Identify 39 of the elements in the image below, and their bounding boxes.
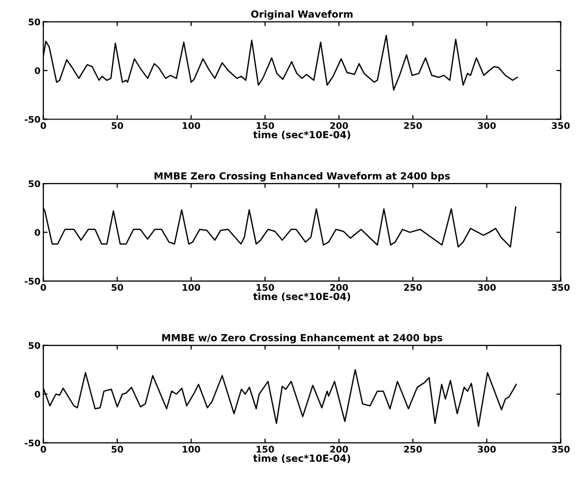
y-tick-label: -50 [24, 440, 40, 446]
x-tick-label: 300 [478, 284, 496, 291]
y-tick-label: -50 [24, 116, 40, 123]
x-tick-label: 200 [330, 446, 348, 453]
x-tick-label: 50 [112, 446, 124, 453]
x-tick-label: 250 [404, 446, 422, 453]
x-tick-label: 50 [112, 122, 124, 130]
y-tick-label: 50 [28, 342, 40, 349]
y-tick-label: -50 [24, 278, 40, 285]
x-axis-title: time (sec*10E-04) [253, 454, 350, 464]
y-tick-label: 0 [34, 390, 40, 398]
x-tick-label: 350 [552, 122, 570, 130]
x-tick-label: 250 [404, 284, 422, 291]
x-tick-label: 150 [256, 284, 274, 291]
chart-title: MMBE w/o Zero Crossing Enhancement at 2400 bps [162, 334, 442, 344]
x-tick-label: 100 [182, 284, 200, 291]
x-tick-label: 0 [40, 122, 46, 130]
x-tick-label: 350 [552, 446, 570, 453]
y-tick-label: 0 [34, 67, 40, 74]
x-tick-label: 50 [112, 284, 124, 291]
x-tick-label: 200 [330, 284, 348, 291]
x-axis-title: time (sec*10E-04) [253, 130, 350, 140]
y-tick-label: 50 [28, 180, 40, 188]
chart-title: Original Waveform [251, 10, 353, 20]
x-tick-label: 100 [182, 122, 200, 130]
x-tick-label: 0 [40, 446, 46, 453]
x-tick-label: 250 [404, 122, 422, 130]
y-tick-label: 0 [34, 229, 40, 236]
x-tick-label: 200 [330, 122, 348, 130]
x-tick-label: 350 [552, 284, 570, 291]
x-tick-label: 0 [40, 284, 46, 291]
x-tick-label: 150 [256, 446, 274, 453]
x-tick-label: 150 [256, 122, 274, 130]
chart-title: MMBE Zero Crossing Enhanced Waveform at 2400 bps [154, 172, 450, 182]
y-tick-label: 50 [28, 18, 40, 26]
x-tick-label: 300 [478, 446, 496, 453]
x-axis-title: time (sec*10E-04) [253, 292, 350, 302]
x-tick-label: 300 [478, 122, 496, 130]
x-tick-label: 100 [182, 446, 200, 453]
